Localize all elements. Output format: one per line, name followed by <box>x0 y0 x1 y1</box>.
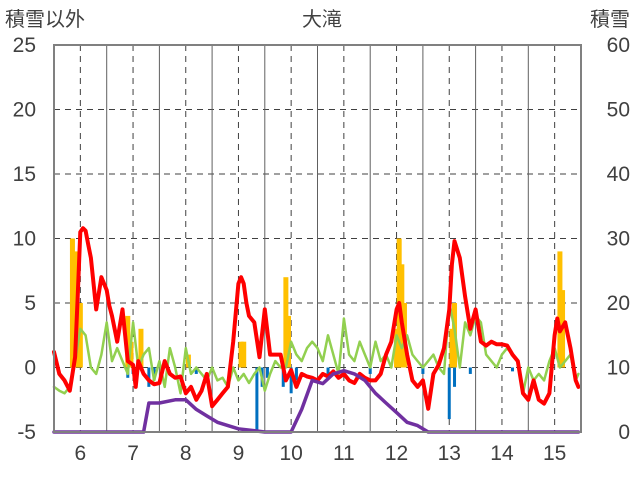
right-tick-label: 50 <box>607 99 630 122</box>
bar-positive <box>238 341 244 368</box>
bar-positive <box>69 238 75 368</box>
x-tick-label: 8 <box>180 442 192 465</box>
bar-negative <box>294 367 298 381</box>
bar-negative <box>265 367 269 378</box>
bar-negative <box>147 367 151 387</box>
left-tick-label: 0 <box>24 357 36 380</box>
left-tick-label: 10 <box>13 228 36 251</box>
x-tick-label: 10 <box>279 442 302 465</box>
right-tick-label: 40 <box>607 163 630 186</box>
x-tick-label: 6 <box>75 442 87 465</box>
right-tick-label: 60 <box>607 34 630 57</box>
series-line-1 <box>52 301 580 395</box>
right-tick-label: 20 <box>607 292 630 315</box>
bar-negative <box>453 367 457 387</box>
x-tick-label: 7 <box>127 442 139 465</box>
bar-negative <box>421 367 425 374</box>
right-tick-label: 10 <box>607 357 630 380</box>
left-axis-label: 積雪以外 <box>5 7 85 31</box>
left-tick-label: -5 <box>17 421 36 444</box>
right-tick-label: 30 <box>607 228 630 251</box>
bar-positive <box>283 277 289 368</box>
bar-negative <box>255 367 259 432</box>
right-axis-label: 積雪 <box>590 7 630 31</box>
bar-negative <box>468 367 472 374</box>
bar-positive <box>241 341 247 368</box>
x-tick-label: 14 <box>490 442 514 465</box>
bar-negative <box>326 367 330 374</box>
x-tick-label: 9 <box>233 442 245 465</box>
bar-negative <box>289 367 293 394</box>
bar-negative <box>194 367 198 374</box>
left-tick-label: 5 <box>24 292 36 315</box>
chart-title: 大滝 <box>302 7 342 31</box>
plot-frame <box>53 44 582 433</box>
bar-positive <box>449 328 455 368</box>
bar-positive <box>557 251 563 368</box>
bar-negative <box>447 367 451 420</box>
line-series <box>52 226 581 434</box>
left-tick-label: 25 <box>13 34 36 57</box>
bar-positive <box>286 315 292 368</box>
bar-positive <box>394 328 400 368</box>
right-tick-label: 0 <box>618 421 630 444</box>
series-line-2 <box>52 368 581 434</box>
x-tick-label: 15 <box>543 442 566 465</box>
x-tick-label: 13 <box>438 442 461 465</box>
bar-negative <box>510 367 514 372</box>
series-line-0 <box>52 226 581 411</box>
bar-positive <box>138 328 144 368</box>
x-tick-label: 12 <box>385 442 408 465</box>
left-tick-label: 20 <box>13 99 36 122</box>
left-tick-label: 15 <box>13 163 36 186</box>
x-tick-label: 11 <box>333 442 355 465</box>
bar-negative <box>368 367 372 374</box>
